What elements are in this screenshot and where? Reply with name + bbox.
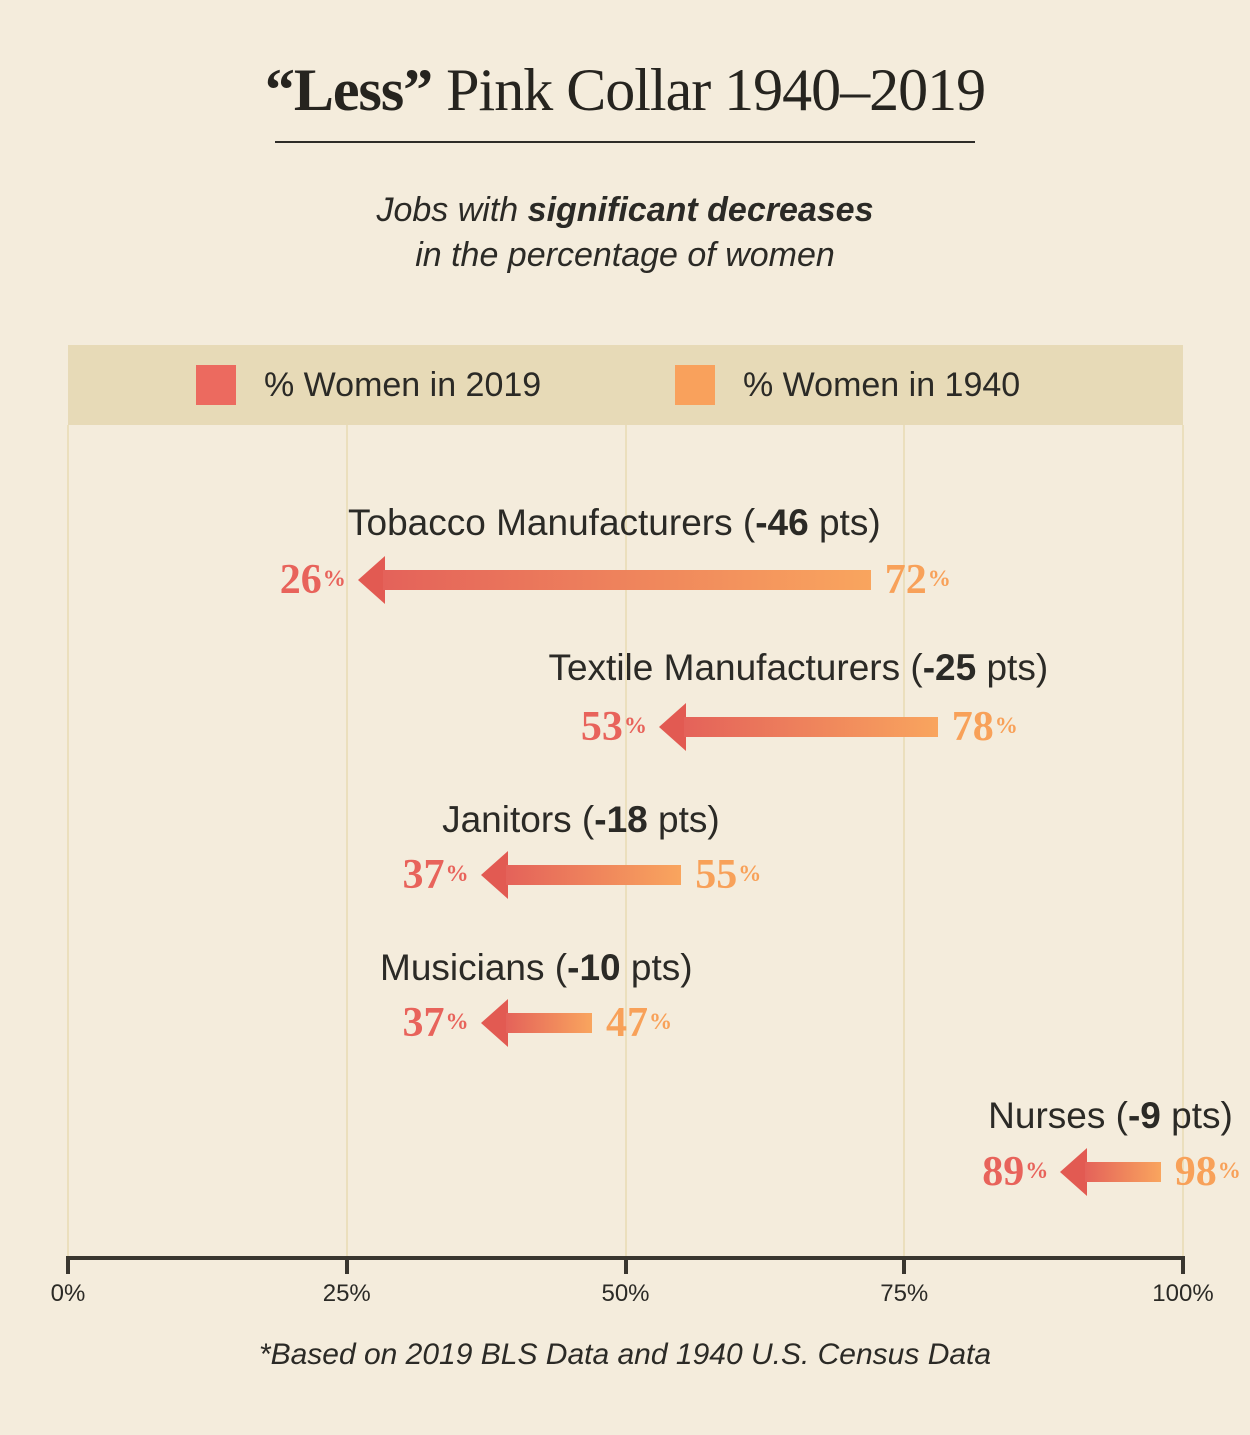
- job-label: Textile Manufacturers (-25 pts): [548, 646, 1048, 690]
- axis-tick-label: 75%: [880, 1280, 929, 1307]
- decrease-arrow: 26% 72%: [280, 556, 951, 604]
- value-1940-number: 47: [606, 1000, 649, 1046]
- axis-tick-label: 50%: [601, 1280, 650, 1307]
- legend-label-2019: % Women in 2019: [264, 365, 542, 404]
- plot-area: Tobacco Manufacturers (-46 pts) 26% 72% …: [67, 425, 1241, 1258]
- job-label-text: Nurses (: [988, 1095, 1128, 1136]
- job-delta-pts: -18: [594, 799, 648, 840]
- value-1940: 78%: [952, 703, 1018, 751]
- job-delta-pts: -46: [755, 502, 809, 543]
- value-2019-number: 53: [580, 704, 623, 750]
- value-2019-number: 26: [279, 557, 322, 603]
- subtitle-line2: in the percentage of women: [415, 236, 835, 274]
- decrease-arrow: 53% 78%: [581, 703, 1018, 751]
- arrow-shaft: [505, 865, 682, 885]
- gridline-75%: [903, 425, 906, 1258]
- page-title: “Less” Pink Collar 1940–2019: [0, 56, 1250, 125]
- arrow-head-icon: [357, 556, 385, 604]
- value-2019: 37%: [402, 999, 468, 1047]
- job-delta-pts: -9: [1127, 1095, 1161, 1136]
- value-2019: 53%: [581, 703, 647, 751]
- axis-tick: [344, 1256, 349, 1274]
- legend-strip: % Women in 2019 % Women in 1940: [68, 345, 1183, 425]
- gridline-100%: [1182, 425, 1184, 1258]
- decrease-arrow: 37% 55%: [402, 851, 761, 899]
- value-2019: 89%: [982, 1148, 1048, 1196]
- percent-sign: %: [445, 1007, 469, 1034]
- decrease-arrow: 37% 47%: [402, 999, 672, 1047]
- job-label-suffix: pts): [976, 647, 1049, 688]
- percent-sign: %: [649, 1007, 673, 1034]
- arrow-head-icon: [480, 851, 508, 899]
- value-1940: 47%: [606, 999, 672, 1047]
- axis-tick: [66, 1256, 70, 1274]
- gridline-25%: [345, 425, 348, 1258]
- job-label-text: Textile Manufacturers (: [548, 647, 923, 688]
- legend-item-1940: % Women in 1940: [675, 345, 1020, 425]
- job-label-text: Tobacco Manufacturers (: [348, 502, 756, 543]
- arrow-shaft: [1085, 1162, 1161, 1182]
- axis-tick: [623, 1256, 628, 1274]
- percent-sign: %: [322, 564, 346, 591]
- legend-label-1940: % Women in 1940: [743, 365, 1021, 404]
- arrow-shaft: [505, 1013, 593, 1033]
- percent-sign: %: [927, 564, 951, 591]
- arrow-head-icon: [1060, 1148, 1088, 1196]
- job-label: Janitors (-18 pts): [442, 798, 720, 842]
- value-2019: 37%: [402, 851, 468, 899]
- legend-item-2019: % Women in 2019: [196, 345, 541, 425]
- axis-tick: [1181, 1256, 1185, 1274]
- value-2019-number: 37: [402, 852, 445, 898]
- gridline-50%: [624, 425, 627, 1258]
- value-1940-number: 55: [695, 852, 738, 898]
- job-label-text: Musicians (: [380, 947, 568, 988]
- percent-sign: %: [738, 859, 762, 886]
- value-1940: 98%: [1175, 1148, 1241, 1196]
- axis-tick: [902, 1256, 907, 1274]
- job-delta-pts: -25: [922, 647, 977, 688]
- job-label-text: Janitors (: [442, 799, 595, 840]
- arrow-shaft: [382, 570, 871, 590]
- x-axis: 0% 25% 50% 75% 100%: [51, 1256, 1214, 1316]
- subtitle-bold: significant decreases: [527, 191, 874, 229]
- decrease-arrow: 89% 98%: [982, 1148, 1241, 1196]
- arrow-head-icon: [658, 703, 686, 751]
- percent-sign: %: [994, 711, 1018, 738]
- arrow-head-icon: [480, 999, 508, 1047]
- chart-subtitle: Jobs with significant decreases in the pe…: [0, 188, 1250, 278]
- percent-sign: %: [1217, 1156, 1241, 1183]
- source-footnote: *Based on 2019 BLS Data and 1940 U.S. Ce…: [258, 1338, 992, 1371]
- job-label-suffix: pts): [1160, 1095, 1233, 1136]
- percent-sign: %: [623, 711, 647, 738]
- legend-swatch-1940: [675, 365, 715, 405]
- job-label: Tobacco Manufacturers (-46 pts): [348, 501, 881, 545]
- gridline-0%: [67, 425, 69, 1258]
- value-1940-number: 72: [884, 557, 927, 603]
- value-1940: 72%: [885, 556, 951, 604]
- value-1940-number: 78: [951, 704, 994, 750]
- subtitle-prefix: Jobs with: [376, 191, 528, 229]
- percent-sign: %: [1025, 1156, 1049, 1183]
- axis-tick-label: 25%: [322, 1280, 371, 1307]
- value-1940-number: 98: [1174, 1149, 1217, 1195]
- value-2019-number: 37: [402, 1000, 445, 1046]
- job-label: Nurses (-9 pts): [988, 1094, 1233, 1138]
- value-2019-number: 89: [982, 1149, 1025, 1195]
- axis-tick-label: 0%: [50, 1280, 86, 1307]
- value-2019: 26%: [280, 556, 346, 604]
- axis-tick-label: 100%: [1152, 1280, 1214, 1307]
- arrow-shaft: [683, 717, 938, 737]
- job-label: Musicians (-10 pts): [380, 946, 693, 990]
- title-rest: Pink Collar 1940–2019: [432, 57, 986, 123]
- job-label-suffix: pts): [620, 947, 693, 988]
- title-emphasis: “Less”: [264, 57, 433, 123]
- legend-swatch-2019: [196, 365, 236, 405]
- job-label-suffix: pts): [647, 799, 720, 840]
- percent-sign: %: [445, 859, 469, 886]
- job-delta-pts: -10: [567, 947, 621, 988]
- title-divider: [275, 141, 975, 143]
- value-1940: 55%: [695, 851, 761, 899]
- job-label-suffix: pts): [808, 502, 881, 543]
